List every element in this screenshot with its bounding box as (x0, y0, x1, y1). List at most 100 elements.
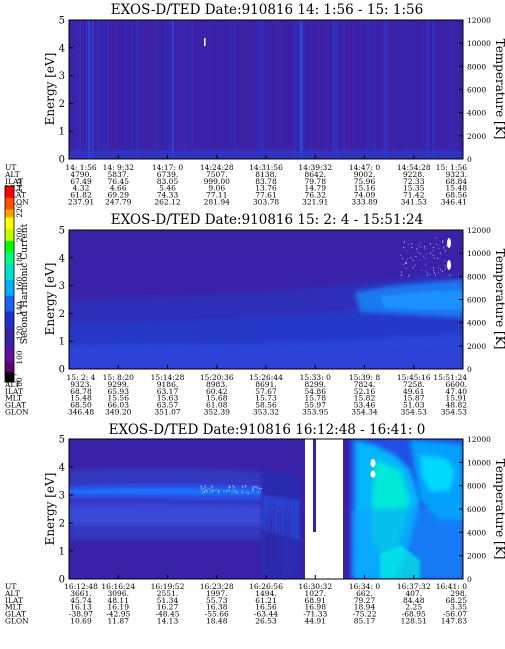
colorbar-band (5, 295, 14, 312)
table-cell: -75.22 (352, 610, 376, 619)
texture (260, 488, 262, 490)
ytick-label: 4 (59, 463, 65, 474)
texture (372, 20, 375, 159)
texture (226, 490, 228, 492)
texture (438, 271, 440, 273)
texture (151, 20, 154, 159)
ytick-label: 0 (59, 575, 65, 586)
texture (420, 246, 422, 248)
table-cell: 346.41 (441, 198, 467, 207)
table-cell: 69.29 (108, 191, 130, 200)
texture (433, 254, 435, 256)
table-cell: 346.48 (68, 408, 94, 417)
texture (202, 492, 204, 494)
texture (405, 262, 407, 264)
y2tick-label: 12000 (467, 16, 491, 25)
table-row-label: UT (5, 582, 16, 591)
table-cell: 49.61 (403, 387, 424, 396)
table-cell: 14:31:56 (249, 163, 283, 172)
texture (441, 241, 443, 243)
table-cell: 63.17 (157, 387, 179, 396)
table-cell: 15:39: 8 (349, 373, 381, 382)
texture (439, 252, 441, 254)
texture (422, 20, 424, 159)
table-cell: 15.35 (403, 184, 425, 193)
texture (276, 20, 279, 159)
texture (277, 512, 279, 574)
texture (245, 486, 247, 488)
table-cell: 5.46 (159, 184, 176, 193)
texture (410, 257, 412, 259)
table-cell: 281.94 (204, 198, 230, 207)
texture (205, 489, 207, 491)
table-cell: 76.45 (108, 177, 130, 186)
colorbar-tick-label: 160 (15, 277, 24, 292)
y2tick-label: 6000 (467, 505, 486, 514)
colorbar-band (5, 209, 14, 218)
texture (411, 243, 413, 245)
texture (438, 247, 440, 249)
texture (241, 492, 243, 494)
table-cell: 15:26:44 (249, 373, 283, 382)
texture (293, 501, 295, 572)
texture (433, 272, 435, 274)
texture (157, 20, 160, 159)
texture (443, 247, 445, 249)
texture (245, 485, 247, 487)
texture (327, 20, 329, 159)
texture (209, 20, 211, 159)
texture (407, 243, 409, 245)
table-cell: 15:51:24 (433, 373, 467, 382)
texture (204, 20, 206, 159)
texture (429, 273, 431, 275)
texture (235, 20, 237, 159)
texture (435, 274, 437, 276)
texture (154, 20, 156, 159)
ytick-label: 0 (59, 155, 65, 166)
texture (237, 492, 239, 494)
texture (430, 252, 432, 254)
texture (288, 511, 290, 576)
table-cell: 15.87 (403, 394, 425, 403)
texture (178, 20, 180, 159)
texture (451, 20, 454, 159)
texture (204, 485, 206, 487)
table-cell: 55.97 (305, 401, 327, 410)
panel-3-title: EXOS-D/TED Date:910816 16:12:48 - 16:41:… (109, 422, 426, 438)
texture (300, 516, 302, 579)
table-cell: -68.95 (402, 610, 426, 619)
table-cell: 9002. (354, 170, 375, 179)
texture (252, 486, 254, 488)
texture (210, 490, 212, 492)
texture (204, 490, 206, 492)
panel-2-spectrogram (69, 230, 463, 369)
texture (342, 20, 345, 159)
y2tick-label: 0 (467, 575, 472, 584)
texture (210, 487, 212, 489)
table-row-label: GLON (5, 408, 29, 417)
texture (96, 20, 98, 159)
texture (417, 251, 419, 253)
table-cell: 8642. (305, 170, 326, 179)
texture (367, 20, 370, 159)
table-cell: 303.78 (253, 198, 279, 207)
table-cell: 353.95 (302, 408, 328, 417)
texture (196, 20, 199, 159)
panel-1-title: EXOS-D/TED Date:910816 14: 1:56 - 15: 1:… (111, 2, 423, 18)
ytick-label: 2 (59, 99, 65, 110)
texture (453, 20, 455, 159)
table-cell: 18.48 (206, 617, 228, 626)
table-cell: -38.97 (69, 610, 93, 619)
y2tick-label: 10000 (467, 249, 491, 258)
table-cell: 999.00 (204, 177, 230, 186)
table-cell: 16.27 (157, 603, 179, 612)
texture (172, 20, 174, 159)
texture (232, 485, 234, 487)
texture (184, 20, 186, 159)
texture (226, 490, 228, 492)
texture (286, 501, 288, 574)
table-cell: 14:47: 0 (349, 163, 381, 172)
y2tick-label: 12000 (467, 435, 491, 444)
texture (448, 20, 450, 159)
table-cell: 14.79 (305, 184, 327, 193)
